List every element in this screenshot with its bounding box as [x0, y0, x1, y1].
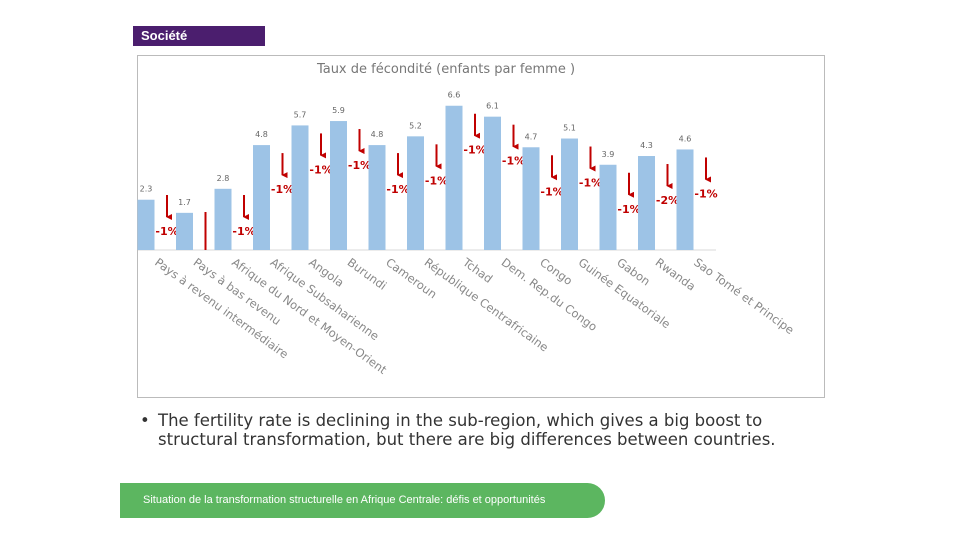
- bar: [676, 149, 694, 250]
- change-label: -1%: [386, 183, 409, 196]
- bar: [522, 147, 540, 250]
- chart-title: Taux de fécondité (enfants par femme ): [316, 62, 575, 77]
- value-label: 3.9: [602, 150, 615, 159]
- value-label: 5.9: [332, 106, 345, 115]
- value-label: 1.7: [178, 198, 191, 207]
- x-tick-label: Rwanda: [653, 255, 699, 293]
- change-label: -1%: [348, 159, 371, 172]
- value-label: 6.6: [448, 91, 461, 100]
- change-label: -1%: [271, 183, 294, 196]
- value-label: 4.6: [679, 134, 692, 143]
- footer: Situation de la transformation structure…: [120, 483, 605, 518]
- bar: [561, 138, 578, 250]
- change-label: -1%: [502, 155, 525, 168]
- bar: [599, 164, 617, 250]
- value-label: 4.8: [255, 130, 268, 139]
- x-tick-label: Burundi: [345, 255, 390, 293]
- change-label: -1%: [232, 225, 255, 238]
- bar: [407, 136, 424, 250]
- bar: [253, 145, 270, 250]
- change-label: -1%: [463, 144, 486, 157]
- change-label: -1%: [617, 203, 640, 216]
- x-tick-label: Sao Tomé et Principe: [691, 255, 796, 337]
- value-label: 2.3: [140, 185, 153, 194]
- section-tag: Société: [133, 26, 265, 46]
- bullet-text: The fertility rate is declining in the s…: [140, 411, 840, 449]
- value-label: 5.1: [563, 124, 576, 133]
- value-label: 5.7: [294, 110, 307, 119]
- bar: [214, 188, 232, 250]
- chart: Taux de fécondité (enfants par femme ) 2…: [137, 62, 797, 377]
- bar: [638, 156, 655, 250]
- change-label: -1%: [694, 187, 717, 200]
- bar: [330, 121, 347, 251]
- change-label: -2%: [656, 194, 679, 207]
- bar: [291, 125, 309, 250]
- change-label: -1%: [309, 163, 332, 176]
- change-label: -1%: [579, 177, 602, 190]
- bar: [484, 116, 501, 251]
- bar: [368, 145, 386, 250]
- bar: [176, 212, 193, 250]
- value-label: 4.7: [525, 132, 538, 141]
- change-label: -1%: [155, 225, 178, 238]
- change-label: -1%: [425, 174, 448, 187]
- bar: [137, 199, 155, 250]
- change-label: -1%: [540, 185, 563, 198]
- value-label: 6.1: [486, 102, 499, 111]
- value-label: 2.8: [217, 174, 230, 183]
- bar: [445, 105, 463, 250]
- value-label: 5.2: [409, 121, 422, 130]
- value-label: 4.8: [371, 130, 384, 139]
- value-label: 4.3: [640, 141, 653, 150]
